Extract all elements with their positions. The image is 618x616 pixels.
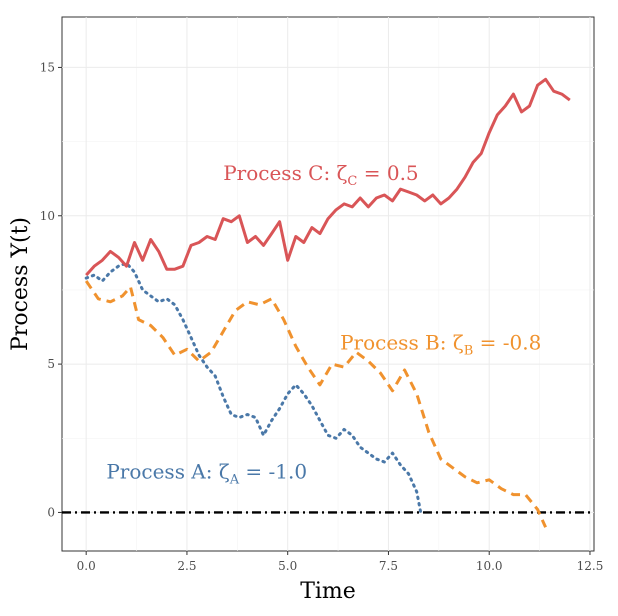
series-line-process-b — [84, 280, 547, 528]
annotation-process-a: Process A: ζA = -1.0 — [106, 459, 307, 487]
x-tick-label: 12.5 — [577, 559, 604, 573]
y-axis-title: Process Y(t) — [8, 217, 33, 351]
minor-grid — [62, 17, 594, 551]
x-tick-label: 10.0 — [476, 559, 503, 573]
x-axis-ticks: 0.0 2.5 5.0 7.5 10.0 12.5 — [77, 551, 604, 573]
y-tick-label: 0 — [47, 505, 55, 519]
annotation-layer: Process C: ζC = 0.5 Process B: ζB = -0.8 P… — [106, 161, 541, 487]
series-layer — [84, 77, 571, 528]
x-axis-title: Time — [300, 579, 356, 604]
x-tick-label: 5.0 — [278, 559, 297, 573]
y-tick-label: 5 — [47, 357, 55, 371]
annotation-process-c: Process C: ζC = 0.5 — [223, 161, 418, 189]
y-axis-ticks: 0 5 10 15 — [40, 60, 62, 519]
major-grid — [62, 17, 594, 551]
y-tick-label: 15 — [40, 60, 55, 74]
x-tick-label: 7.5 — [379, 559, 398, 573]
x-tick-label: 2.5 — [177, 559, 196, 573]
series-line-process-a — [84, 261, 423, 514]
series-line-process-c — [85, 77, 571, 277]
y-tick-label: 10 — [40, 209, 55, 223]
x-tick-label: 0.0 — [77, 559, 96, 573]
annotation-process-b: Process B: ζB = -0.8 — [340, 330, 541, 358]
